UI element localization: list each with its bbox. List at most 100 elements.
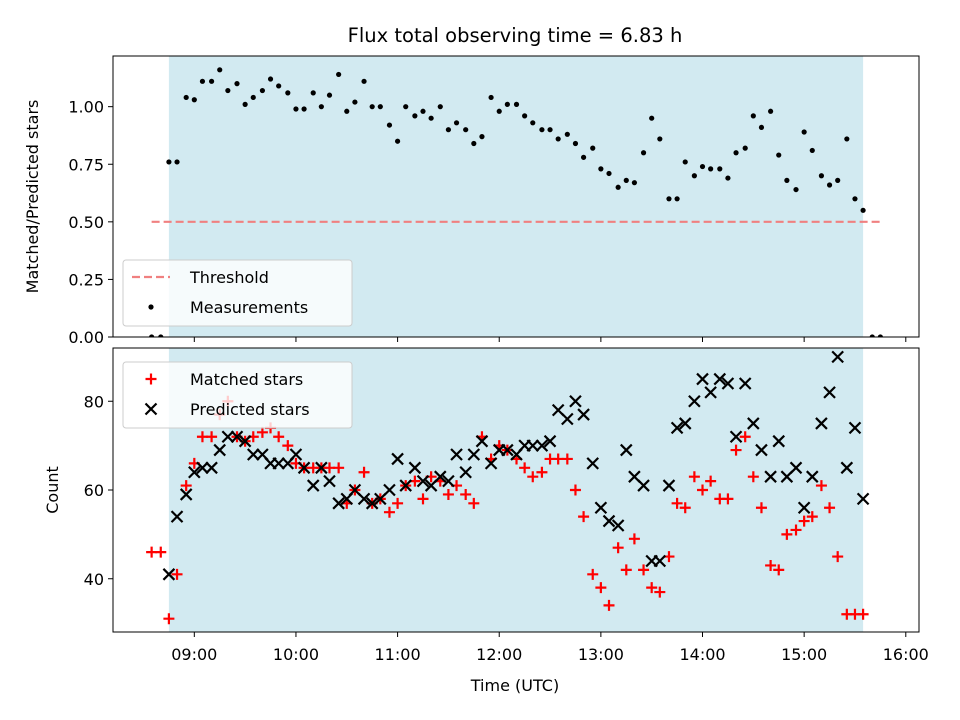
matched-stars-point — [536, 466, 548, 478]
measurement-point — [166, 159, 172, 165]
predicted-stars-point — [408, 461, 422, 475]
predicted-stars-point — [196, 461, 209, 475]
matched-stars-point — [722, 493, 734, 505]
predicted-stars-point — [543, 434, 557, 448]
predicted-stars-point — [856, 492, 870, 506]
predicted-stars-point — [653, 554, 667, 568]
measurement-point — [428, 115, 434, 121]
y-axis-label: Matched/Predicted stars — [23, 100, 42, 294]
measurement-point — [208, 78, 215, 84]
measurement-point — [826, 182, 833, 188]
predicted-stars-point — [678, 417, 692, 430]
predicted-stars-point — [848, 421, 862, 435]
predicted-stars-point — [577, 408, 590, 421]
matched-stars-point — [824, 502, 836, 514]
legend-label: Threshold — [189, 268, 269, 287]
predicted-stars-point — [188, 465, 201, 479]
measurement-point — [336, 71, 342, 78]
matched-stars-point — [155, 546, 167, 558]
predicted-stars-point — [806, 470, 819, 483]
matched-stars-point — [527, 471, 539, 483]
predicted-stars-point — [484, 457, 498, 470]
predicted-stars-point — [738, 377, 752, 390]
predicted-stars-point — [586, 457, 600, 470]
measurement-point — [598, 166, 604, 172]
measurement-point — [590, 145, 596, 151]
measurement-point — [242, 101, 248, 107]
measurement-point — [149, 334, 155, 337]
matched-stars-point — [697, 484, 709, 496]
measurement-point — [649, 115, 655, 121]
y-tick-label: 1.00 — [68, 98, 104, 117]
measurement-point — [199, 78, 206, 84]
measurement-point — [183, 94, 189, 101]
predicted-stars-point — [289, 448, 303, 461]
matched-stars-point — [739, 431, 751, 443]
measurement-point — [750, 113, 756, 119]
matched-stars-point — [587, 568, 599, 580]
predicted-stars-point — [475, 434, 489, 448]
measurement-point — [784, 177, 790, 183]
y-tick-label: 80 — [84, 392, 104, 411]
predicted-stars-point — [713, 372, 727, 386]
y-axis-label: Count — [43, 466, 62, 514]
matched-stars-point — [705, 475, 717, 487]
measurement-point — [580, 154, 587, 160]
measurement-point — [513, 101, 520, 107]
matched-stars-point — [628, 533, 640, 545]
measurement-point — [793, 186, 799, 193]
matched-stars-point — [383, 506, 395, 518]
predicted-stars-point — [764, 470, 777, 483]
matched-stars-point — [603, 599, 615, 611]
measurement-point — [463, 127, 469, 133]
matched-stars-point — [392, 497, 404, 509]
predicted-stars-point — [459, 465, 472, 479]
predicted-stars-point — [357, 492, 371, 506]
measurement-point — [708, 166, 714, 172]
measurement-point — [733, 150, 739, 156]
matched-stars-point — [806, 511, 818, 523]
measurement-point — [377, 104, 383, 110]
matched-stars-point — [755, 502, 767, 514]
matched-stars-point — [747, 471, 759, 483]
matched-stars-point — [730, 444, 742, 456]
measurement-point — [666, 196, 672, 202]
ratio-panel: 0.00 0.25 0.50 0.75 1.00 Matched/Predicted st… — [23, 55, 920, 347]
predicted-stars-point — [221, 430, 235, 444]
measurement-point — [699, 163, 706, 170]
predicted-stars-point — [442, 474, 455, 488]
predicted-stars-point — [315, 461, 328, 475]
measurement-point — [547, 127, 553, 133]
predicted-stars-point — [297, 461, 311, 475]
measurement-point — [412, 113, 418, 119]
predicted-stars-point — [213, 443, 226, 457]
measurement-point — [318, 104, 324, 110]
predicted-stars-point — [620, 443, 633, 457]
measurement-point — [674, 196, 680, 202]
legend-measurements-swatch — [148, 304, 154, 310]
matched-stars-point — [638, 564, 650, 576]
predicted-stars-point — [670, 421, 684, 435]
matched-stars-point — [417, 493, 429, 505]
measurement-point — [877, 334, 883, 337]
predicted-stars-point — [526, 439, 540, 452]
measurement-point — [809, 147, 815, 154]
predicted-stars-point — [434, 470, 447, 483]
measurement-point — [361, 78, 367, 84]
measurement-point — [420, 108, 426, 114]
matched-stars-point — [206, 431, 218, 443]
measurement-point — [717, 166, 723, 172]
measurement-point — [301, 106, 307, 112]
predicted-stars-point — [365, 497, 379, 510]
measurement-point — [310, 90, 316, 96]
predicted-stars-point — [789, 461, 803, 475]
matched-stars-point — [578, 511, 590, 523]
x-tick-label: 12:00 — [476, 645, 522, 664]
matched-stars-point — [671, 497, 683, 509]
measurement-point — [293, 106, 299, 112]
measurement-point — [437, 104, 443, 110]
measurement-point — [386, 122, 393, 128]
legend-label: Matched stars — [190, 370, 303, 389]
measurement-point — [369, 104, 375, 110]
